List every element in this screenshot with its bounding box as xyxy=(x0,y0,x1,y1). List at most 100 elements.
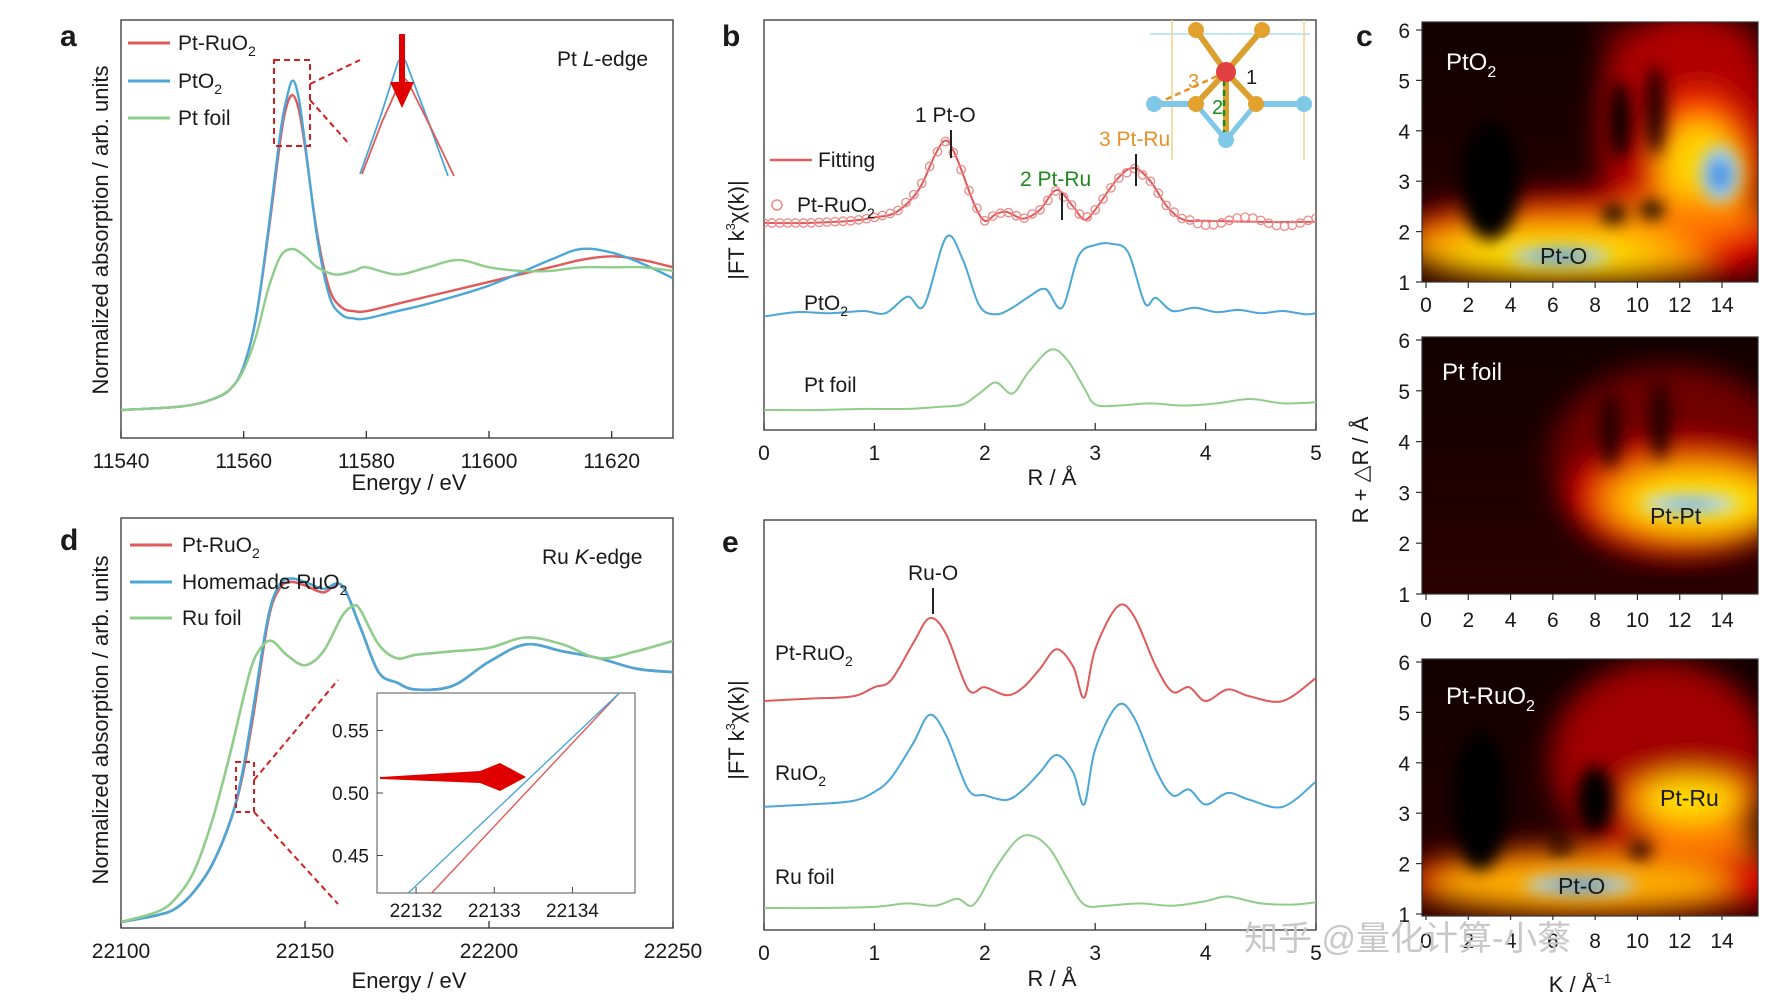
legend-fitting: Fitting xyxy=(818,149,875,172)
series-line xyxy=(121,577,673,924)
inset-series-line xyxy=(407,693,620,893)
heatmap-pto2-frame xyxy=(1421,21,1759,283)
data-point xyxy=(940,136,951,147)
panel-c-ylabel: R + △R / Å xyxy=(1348,416,1373,523)
heatmap-y-tick-label: 6 xyxy=(1398,330,1410,353)
annotation-1-pt-o: 1 Pt-O xyxy=(915,104,976,127)
inset-atom-o xyxy=(1188,96,1204,112)
heatmap-x-tick-label: 12 xyxy=(1668,930,1691,953)
heatmap-y-tick-label: 4 xyxy=(1398,121,1410,144)
inset-y-tick-label: 0.55 xyxy=(332,722,369,743)
data-point xyxy=(1019,213,1030,224)
x-tick-label: 11580 xyxy=(338,450,395,473)
x-tick-label: 4 xyxy=(1200,442,1212,465)
heatmap-y-tick-label: 2 xyxy=(1398,222,1410,245)
heatmap-x-tick-label: 6 xyxy=(1547,930,1559,953)
series-line xyxy=(764,603,1316,703)
panel-c-label: c xyxy=(1356,20,1373,53)
heatmap-x-tick-label: 12 xyxy=(1668,609,1691,632)
legend-ru-foil: Ru foil xyxy=(182,607,242,630)
inset-atom-o xyxy=(1248,96,1264,112)
legend-homemade-ruo2: Homemade RuO2 xyxy=(182,571,348,598)
x-tick-label: 1 xyxy=(869,942,881,965)
panel-e-series xyxy=(764,603,1316,910)
heatmap-x-tick-label: 14 xyxy=(1710,930,1734,953)
heatmap-x-tick-label: 10 xyxy=(1626,294,1649,317)
series-line xyxy=(121,603,673,924)
series-line xyxy=(764,234,1316,318)
panel-e-ylabel: |FT k3χ(k)| xyxy=(723,680,749,779)
panel-d: d 22100 22150 22200 22250 Energy / eV Norma… xyxy=(60,517,702,993)
data-point xyxy=(1161,200,1172,211)
heatmap-pt-ruo2-title: Pt-RuO2 xyxy=(1446,683,1535,715)
inset-y-tick-label: 0.45 xyxy=(332,847,369,868)
x-tick-label: 3 xyxy=(1089,442,1101,465)
panel-d-series xyxy=(121,577,673,924)
heatmap-y-tick-label: 2 xyxy=(1398,533,1410,556)
data-point xyxy=(1121,167,1132,178)
heatmap-x-tick-label: 14 xyxy=(1710,609,1734,632)
panel-d-inset-ticks: 22132 22133 22134 0.45 0.50 0.55 xyxy=(332,722,599,923)
heatmap-pt-ruo2-label-pt-ru: Pt-Ru xyxy=(1660,785,1719,811)
series-line xyxy=(764,834,1316,910)
data-point xyxy=(1082,212,1093,222)
inset-atom-ru xyxy=(1218,132,1234,148)
x-tick-label: 0 xyxy=(758,442,770,465)
panel-a-xlabel: Energy / eV xyxy=(352,470,467,495)
data-point xyxy=(1027,209,1037,219)
panel-d-zoom-box xyxy=(235,761,255,813)
x-tick-label: 11560 xyxy=(215,450,272,473)
heatmap-x-tick-label: 14 xyxy=(1710,294,1734,317)
data-point xyxy=(948,147,959,158)
data-point xyxy=(1098,193,1108,204)
heatmap-x-tick-label: 4 xyxy=(1505,609,1517,632)
x-tick-label: 5 xyxy=(1310,942,1322,965)
inset-atom-ru xyxy=(1146,96,1162,112)
x-tick-label: 22100 xyxy=(92,940,150,963)
panel-a-callout-line-1 xyxy=(309,59,361,85)
legend-pt-ruo2: Pt-RuO2 xyxy=(178,32,256,59)
heatmap-pt-foil-label-pt-pt: Pt-Pt xyxy=(1650,503,1702,529)
data-point xyxy=(924,161,935,172)
label-e-pt-ruo2: Pt-RuO2 xyxy=(775,642,853,669)
panel-a-down-arrow-icon xyxy=(390,82,414,108)
panel-b-xlabel: R / Å xyxy=(1028,465,1077,490)
series-line xyxy=(764,139,1316,225)
heatmap-y-tick-label: 6 xyxy=(1398,652,1410,675)
heatmap-x-tick-label: 10 xyxy=(1626,930,1649,953)
x-tick-label: 11540 xyxy=(93,450,150,473)
label-b-pto2: PtO2 xyxy=(804,292,848,319)
data-point xyxy=(1279,221,1290,232)
x-tick-label: 0 xyxy=(758,942,770,965)
data-point xyxy=(1240,212,1250,223)
panel-a-zoom-box xyxy=(273,59,311,147)
inset-atom-pt xyxy=(1216,62,1236,82)
heatmap-x-tick-label: 8 xyxy=(1589,930,1601,953)
data-point xyxy=(1200,220,1211,231)
heatmap-y-tick-label: 3 xyxy=(1398,803,1410,826)
panel-b-frame xyxy=(763,19,1317,431)
series-line xyxy=(121,93,673,412)
data-point xyxy=(1050,186,1061,196)
x-tick-label: 4 xyxy=(1200,942,1212,965)
label-e-ru-foil: Ru foil xyxy=(775,866,835,889)
heatmap-y-tick-label: 3 xyxy=(1398,171,1410,194)
panel-b-ylabel: |FT k3χ(k)| xyxy=(723,180,749,279)
data-point xyxy=(964,185,974,196)
x-tick-label: 22200 xyxy=(460,940,518,963)
inset-label-2: 2 xyxy=(1212,97,1223,119)
data-point xyxy=(1263,218,1274,229)
heatmap-y-tick-label: 5 xyxy=(1398,702,1410,725)
panel-b-x-ticks: 0 1 2 3 4 5 xyxy=(758,423,1322,465)
heatmap-x-tick-label: 10 xyxy=(1626,609,1649,632)
panel-b-legend: Fitting Pt-RuO2 PtO2 Pt foil xyxy=(770,149,875,397)
annotation-2-pt-ru: 2 Pt-Ru xyxy=(1020,168,1091,191)
data-point xyxy=(1137,170,1148,180)
heatmap-pt-ruo2-label-pt-o: Pt-O xyxy=(1558,873,1605,899)
inset-atom-ru xyxy=(1296,96,1312,112)
heatmap-pto2-label-pt-o: Pt-O xyxy=(1540,243,1587,269)
inset-x-tick-label: 22133 xyxy=(468,901,521,922)
